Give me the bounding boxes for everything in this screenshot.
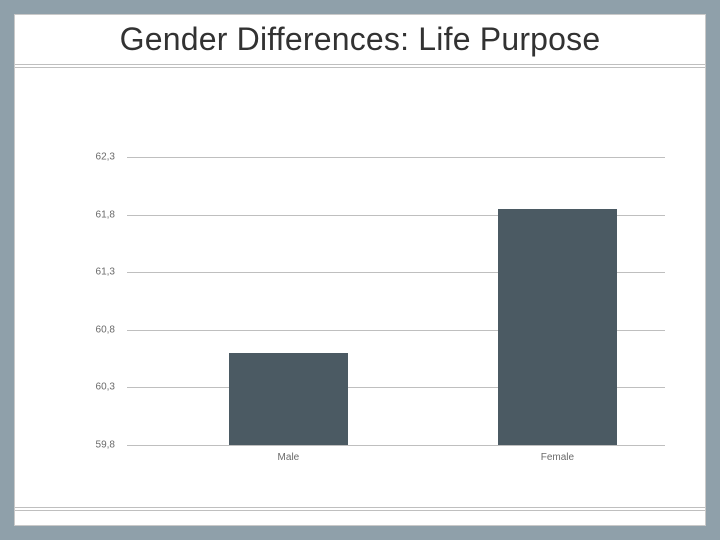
title-wrap: Gender Differences: Life Purpose xyxy=(15,15,705,62)
divider-line xyxy=(15,510,705,511)
y-tick-label: 60,3 xyxy=(96,382,115,393)
title-divider xyxy=(15,64,705,70)
slide-title: Gender Differences: Life Purpose xyxy=(15,21,705,58)
y-tick-label: 60,8 xyxy=(96,324,115,335)
plot-area xyxy=(127,157,665,445)
bar xyxy=(229,353,347,445)
divider-line xyxy=(15,64,705,65)
x-tick-label: Female xyxy=(541,452,574,463)
slide-frame: Gender Differences: Life Purpose 59,8 60,… xyxy=(14,14,706,526)
x-axis-labels: Male Female xyxy=(127,445,665,463)
y-axis-labels: 59,860,360,861,361,862,3 xyxy=(73,157,127,445)
y-tick-label: 62,3 xyxy=(96,152,115,163)
divider-line xyxy=(15,67,705,68)
y-tick-label: 59,8 xyxy=(96,440,115,451)
x-tick-label: Male xyxy=(278,452,300,463)
bar xyxy=(498,209,616,445)
bars-layer xyxy=(127,157,665,445)
y-tick-label: 61,8 xyxy=(96,209,115,220)
divider-line xyxy=(15,507,705,508)
y-tick-label: 61,3 xyxy=(96,267,115,278)
footer-divider xyxy=(15,507,705,513)
bar-chart: 59,860,360,861,361,862,3 MaleFemale xyxy=(73,157,665,463)
